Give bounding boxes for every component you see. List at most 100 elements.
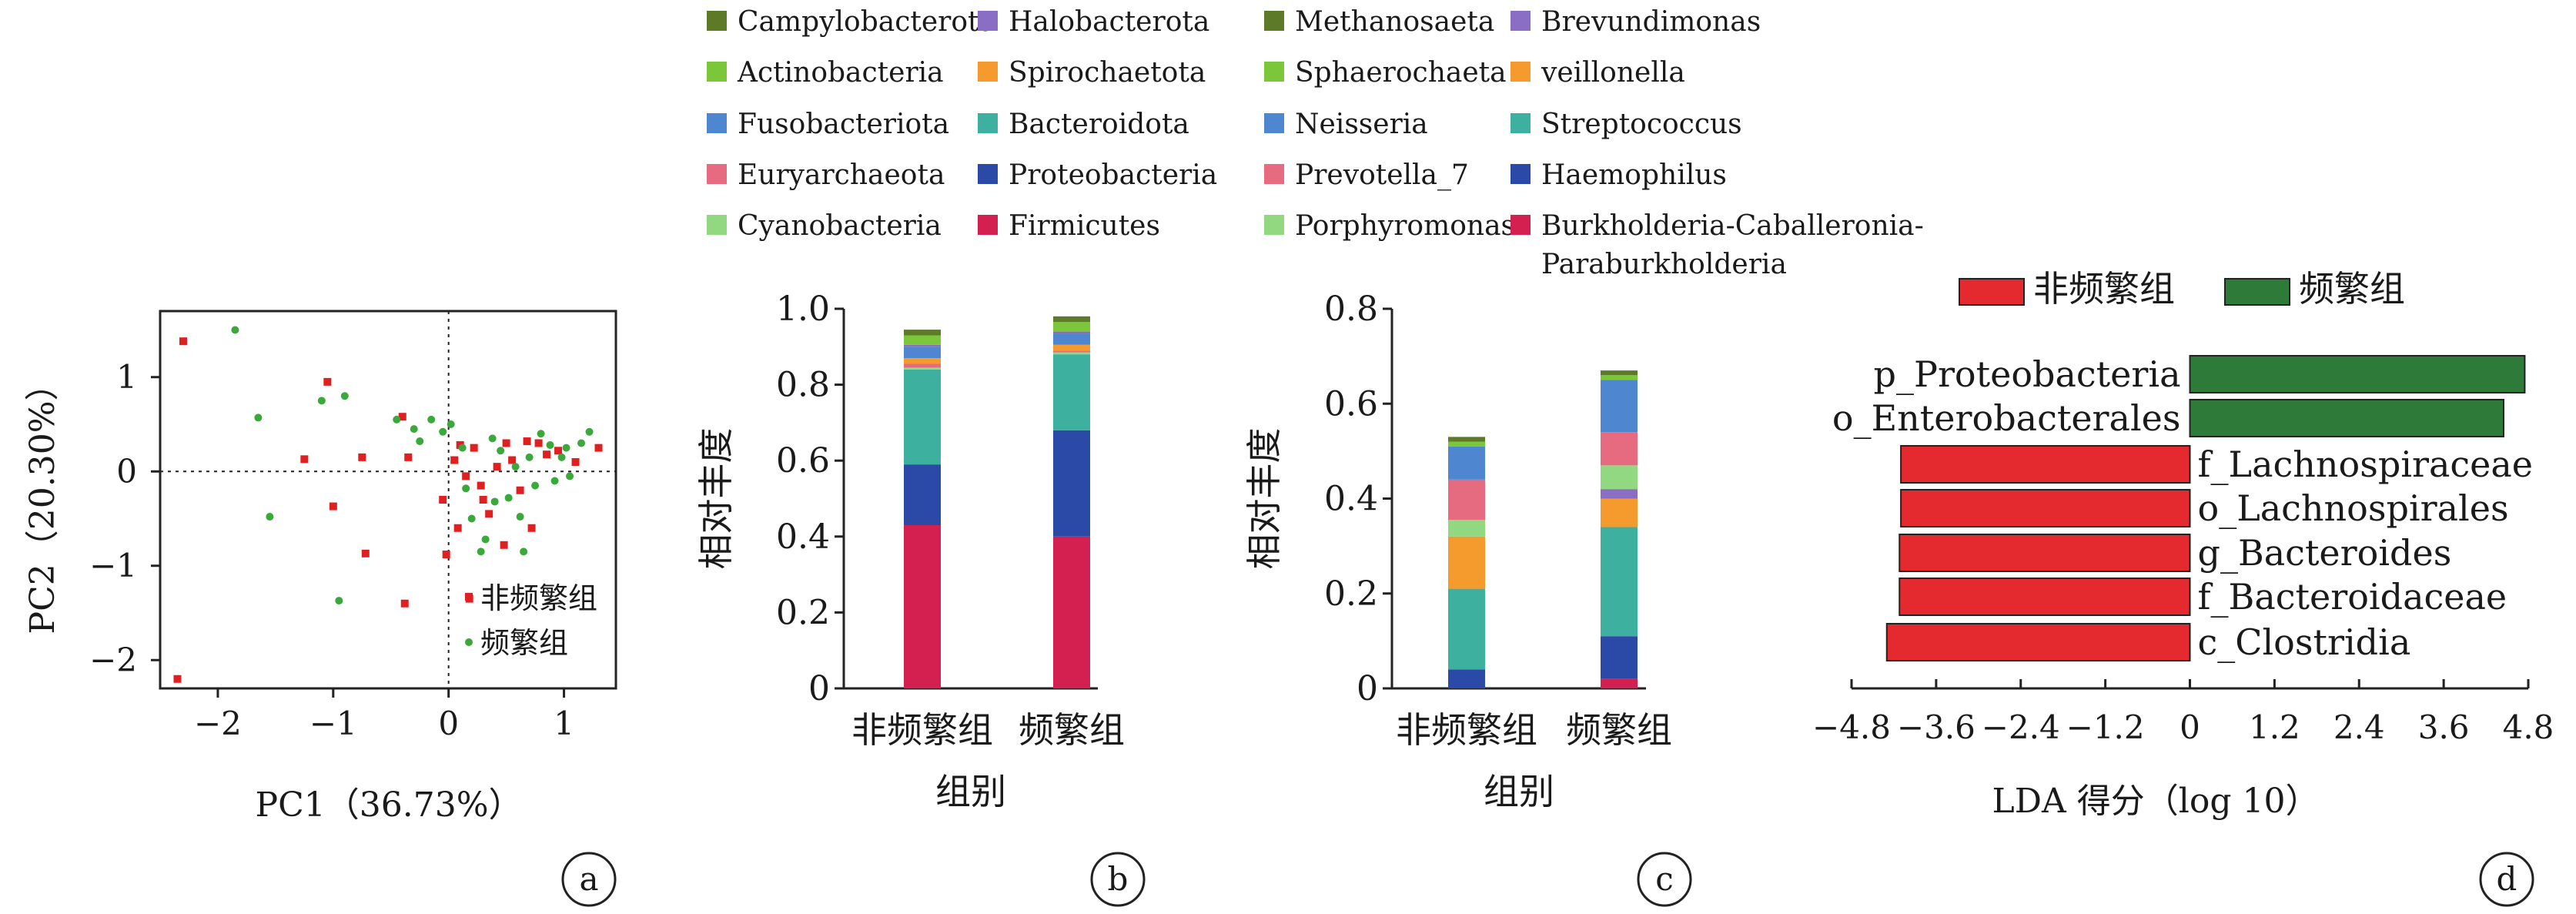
legend-label-Proteobacteria: Proteobacteria [1009, 159, 1217, 191]
panel-b-bar-Campylobacterota [1053, 316, 1090, 323]
legend-label-veillonella: veillonella [1541, 57, 1685, 89]
panel-b-ytick-label: 0.6 [776, 441, 830, 480]
legend-swatch-Burkholderia-Caballeronia- [1510, 215, 1531, 235]
panel-b-bar-Proteobacteria [904, 464, 941, 526]
lda-bar-p_Proteobacteria [2189, 355, 2526, 393]
panel-tag-d-label: d [2497, 860, 2517, 898]
scatter-point-频繁组 [439, 427, 447, 436]
panel-c-bar-Sphaerochaeta [1601, 375, 1638, 380]
panel-c-bar-Burkholderia-Caballeronia-Paraburkholderia [1601, 678, 1638, 688]
legend-label-Campylobacterota: Campylobacterota [738, 6, 995, 38]
legend-swatch-Cyanobacteria [707, 215, 727, 235]
legend-swatch-Porphyromonas [1264, 215, 1284, 235]
legend-swatch-Proteobacteria [978, 164, 998, 184]
lda-legend-swatch-频繁组 [2224, 278, 2290, 306]
lda-bar-f_Bacteroidaceae [1899, 578, 2191, 616]
panel-b-ytick-label: 0.2 [776, 593, 830, 632]
legend-label-Firmicutes: Firmicutes [1009, 210, 1160, 242]
scatter-point-频繁组 [427, 415, 436, 424]
lda-bar-c_Clostridia [1885, 623, 2191, 661]
panel-b-bar-Firmicutes [904, 525, 941, 688]
legend-swatch-veillonella [1510, 62, 1531, 82]
panel-b-bar-Euryarchaeota [904, 363, 941, 368]
scatter-point-频繁组 [266, 513, 274, 521]
panel-c-bar-Porphyromonas [1601, 465, 1638, 490]
legend-label-Paraburkholderia: Paraburkholderia [1541, 249, 1787, 280]
panel-tag-b-label: b [1108, 860, 1129, 898]
panel-c-bar-Prevotella_7 [1448, 479, 1485, 521]
panel-c-bar-Haemophilus [1601, 636, 1638, 679]
scatter-point-频繁组 [458, 444, 467, 452]
panel-c-ytick-label: 0 [1357, 669, 1378, 708]
panel-tag-a-circle [561, 852, 617, 907]
lda-xtick-label: −2.4 [1982, 708, 2060, 746]
lda-legend-label-非频繁组: 非频繁组 [2033, 268, 2175, 310]
scatter-point-非频繁组 [534, 439, 543, 447]
scatter-point-频繁组 [335, 597, 343, 605]
legend-label-Porphyromonas: Porphyromonas [1295, 210, 1515, 242]
legend-swatch-Euryarchaeota [707, 164, 727, 184]
scatter-point-非频繁组 [400, 599, 409, 608]
lda-xtick-label: 2.4 [2333, 708, 2385, 746]
lda-bar-g_Bacteroides [1899, 534, 2191, 572]
scatter-point-频繁组 [557, 453, 566, 461]
scatter-legend-label-频繁组: 频繁组 [480, 626, 568, 660]
scatter-point-频繁组 [537, 430, 545, 438]
panel-c-category-label: 非频繁组 [1396, 709, 1537, 751]
panel-tag-b-circle [1090, 852, 1146, 907]
panel-b-bar-Fusobacteriota [1053, 333, 1090, 345]
panel-b-bar-Halobacterota [1053, 331, 1090, 334]
scatter-point-非频繁组 [500, 541, 508, 549]
panel-b-bar-Actinobacteria [1053, 322, 1090, 332]
scatter-point-频繁组 [410, 425, 418, 434]
panel-b-ylabel: 相对丰度 [695, 428, 737, 570]
panel-c-bar-Methanosaeta [1601, 370, 1638, 376]
scatter-point-非频繁组 [450, 456, 459, 464]
scatter-point-非频繁组 [502, 439, 510, 447]
lda-bar-label-p_Proteobacteria: p_Proteobacteria [1874, 353, 2181, 395]
panel-c-bar-Haemophilus [1448, 669, 1485, 688]
scatter-point-频繁组 [497, 447, 505, 455]
lda-bar-label-c_Clostridia: c_Clostridia [2198, 621, 2411, 663]
legend-label-Actinobacteria: Actinobacteria [737, 57, 944, 89]
legend-swatch-Neisseria [1264, 113, 1284, 133]
panel-b-bar-Spirochaetota [1053, 344, 1090, 351]
scatter-xtick-label: −1 [309, 705, 357, 742]
lda-bar-o_Lachnospirales [1900, 489, 2191, 527]
legend-swatch-Spirochaetota [978, 62, 998, 82]
scatter-point-频繁组 [490, 497, 499, 506]
scatter-point-频繁组 [231, 326, 239, 334]
panel-b-ytick-label: 0.4 [776, 517, 830, 557]
scatter-point-非频繁组 [594, 444, 603, 452]
scatter-point-频繁组 [562, 444, 570, 452]
panel-tag-c-label: c [1655, 860, 1674, 898]
panel-c-ytick-label: 0.6 [1324, 384, 1378, 424]
panel-c-bar-veillonella [1448, 536, 1485, 589]
panel-b-ytick-label: 1.0 [776, 290, 830, 329]
scatter-point-频繁组 [477, 547, 485, 556]
scatter-ylabel: PC2（20.30%） [23, 367, 62, 634]
legend-label-Halobacterota: Halobacterota [1009, 6, 1209, 38]
scatter-ytick-label: −1 [89, 547, 137, 584]
panel-b-category-label: 频繁组 [1019, 709, 1125, 751]
scatter-xlabel: PC1（36.73%） [255, 785, 522, 825]
scatter-point-非频繁组 [554, 447, 563, 455]
lda-xtick-label: 3.6 [2418, 708, 2470, 746]
legend-label-Methanosaeta: Methanosaeta [1295, 6, 1494, 38]
panel-b-bar-Firmicutes [1053, 536, 1090, 688]
scatter-point-非频繁组 [523, 437, 531, 446]
scatter-point-非频繁组 [323, 377, 332, 386]
legend-label-Burkholderia-Caballeronia-: Burkholderia-Caballeronia- [1541, 210, 1924, 242]
scatter-point-频繁组 [531, 481, 540, 490]
panel-c-bar-Methanosaeta [1448, 437, 1485, 442]
panel-c-ytick-label: 0.2 [1324, 574, 1378, 614]
lda-bar-f_Lachnospiraceae [1900, 445, 2191, 484]
scatter-point-非频繁组 [462, 472, 470, 480]
scatter-point-频繁组 [566, 472, 574, 480]
panel-c-bar-veillonella [1601, 498, 1638, 527]
scatter-point-非频繁组 [485, 510, 493, 518]
scatter-point-非频繁组 [442, 551, 450, 559]
scatter-point-频繁组 [416, 437, 424, 446]
lda-xtick-label: 1.2 [2249, 708, 2300, 746]
legend-label-Cyanobacteria: Cyanobacteria [738, 210, 942, 242]
